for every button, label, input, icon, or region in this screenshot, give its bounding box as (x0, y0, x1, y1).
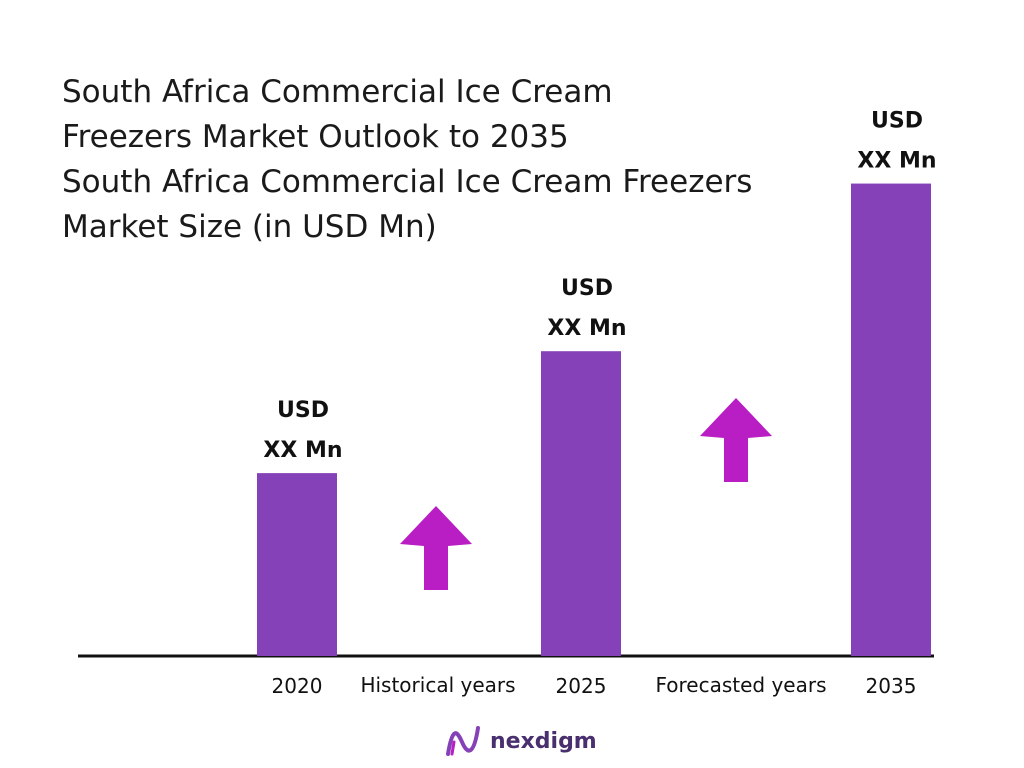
title-line-3: South Africa Commercial Ice Cream Freeze… (62, 164, 753, 200)
period-label-1: Historical years (360, 673, 515, 697)
bar-2035 (851, 183, 931, 656)
growth-arrow-forecast (700, 398, 772, 482)
category-label-2035: 2035 (866, 674, 917, 698)
title-line-4: Market Size (in USD Mn) (62, 209, 437, 245)
bar-2020 (257, 473, 337, 656)
title-line-2: Freezers Market Outlook to 2035 (62, 119, 569, 155)
chart-title: South Africa Commercial Ice Cream Freeze… (62, 70, 862, 250)
logo-text: nexdigm (490, 728, 597, 754)
period-label-2: Forecasted years (655, 673, 826, 697)
category-label-2020: 2020 (272, 674, 323, 698)
bar-label-currency-2035: USD (871, 109, 923, 134)
bar-label-value-2025: XX Mn (547, 316, 626, 341)
bar-2025 (541, 351, 621, 656)
growth-arrow-historical (400, 506, 472, 590)
bar-label-currency-2020: USD (277, 398, 329, 423)
bar-label-currency-2025: USD (561, 276, 613, 301)
title-line-1: South Africa Commercial Ice Cream (62, 74, 613, 110)
bar-label-value-2035: XX Mn (857, 149, 936, 174)
bar-label-value-2020: XX Mn (263, 438, 342, 463)
category-label-2025: 2025 (556, 674, 607, 698)
nexdigm-logo-icon (446, 726, 480, 756)
nexdigm-logo: nexdigm (444, 724, 597, 758)
